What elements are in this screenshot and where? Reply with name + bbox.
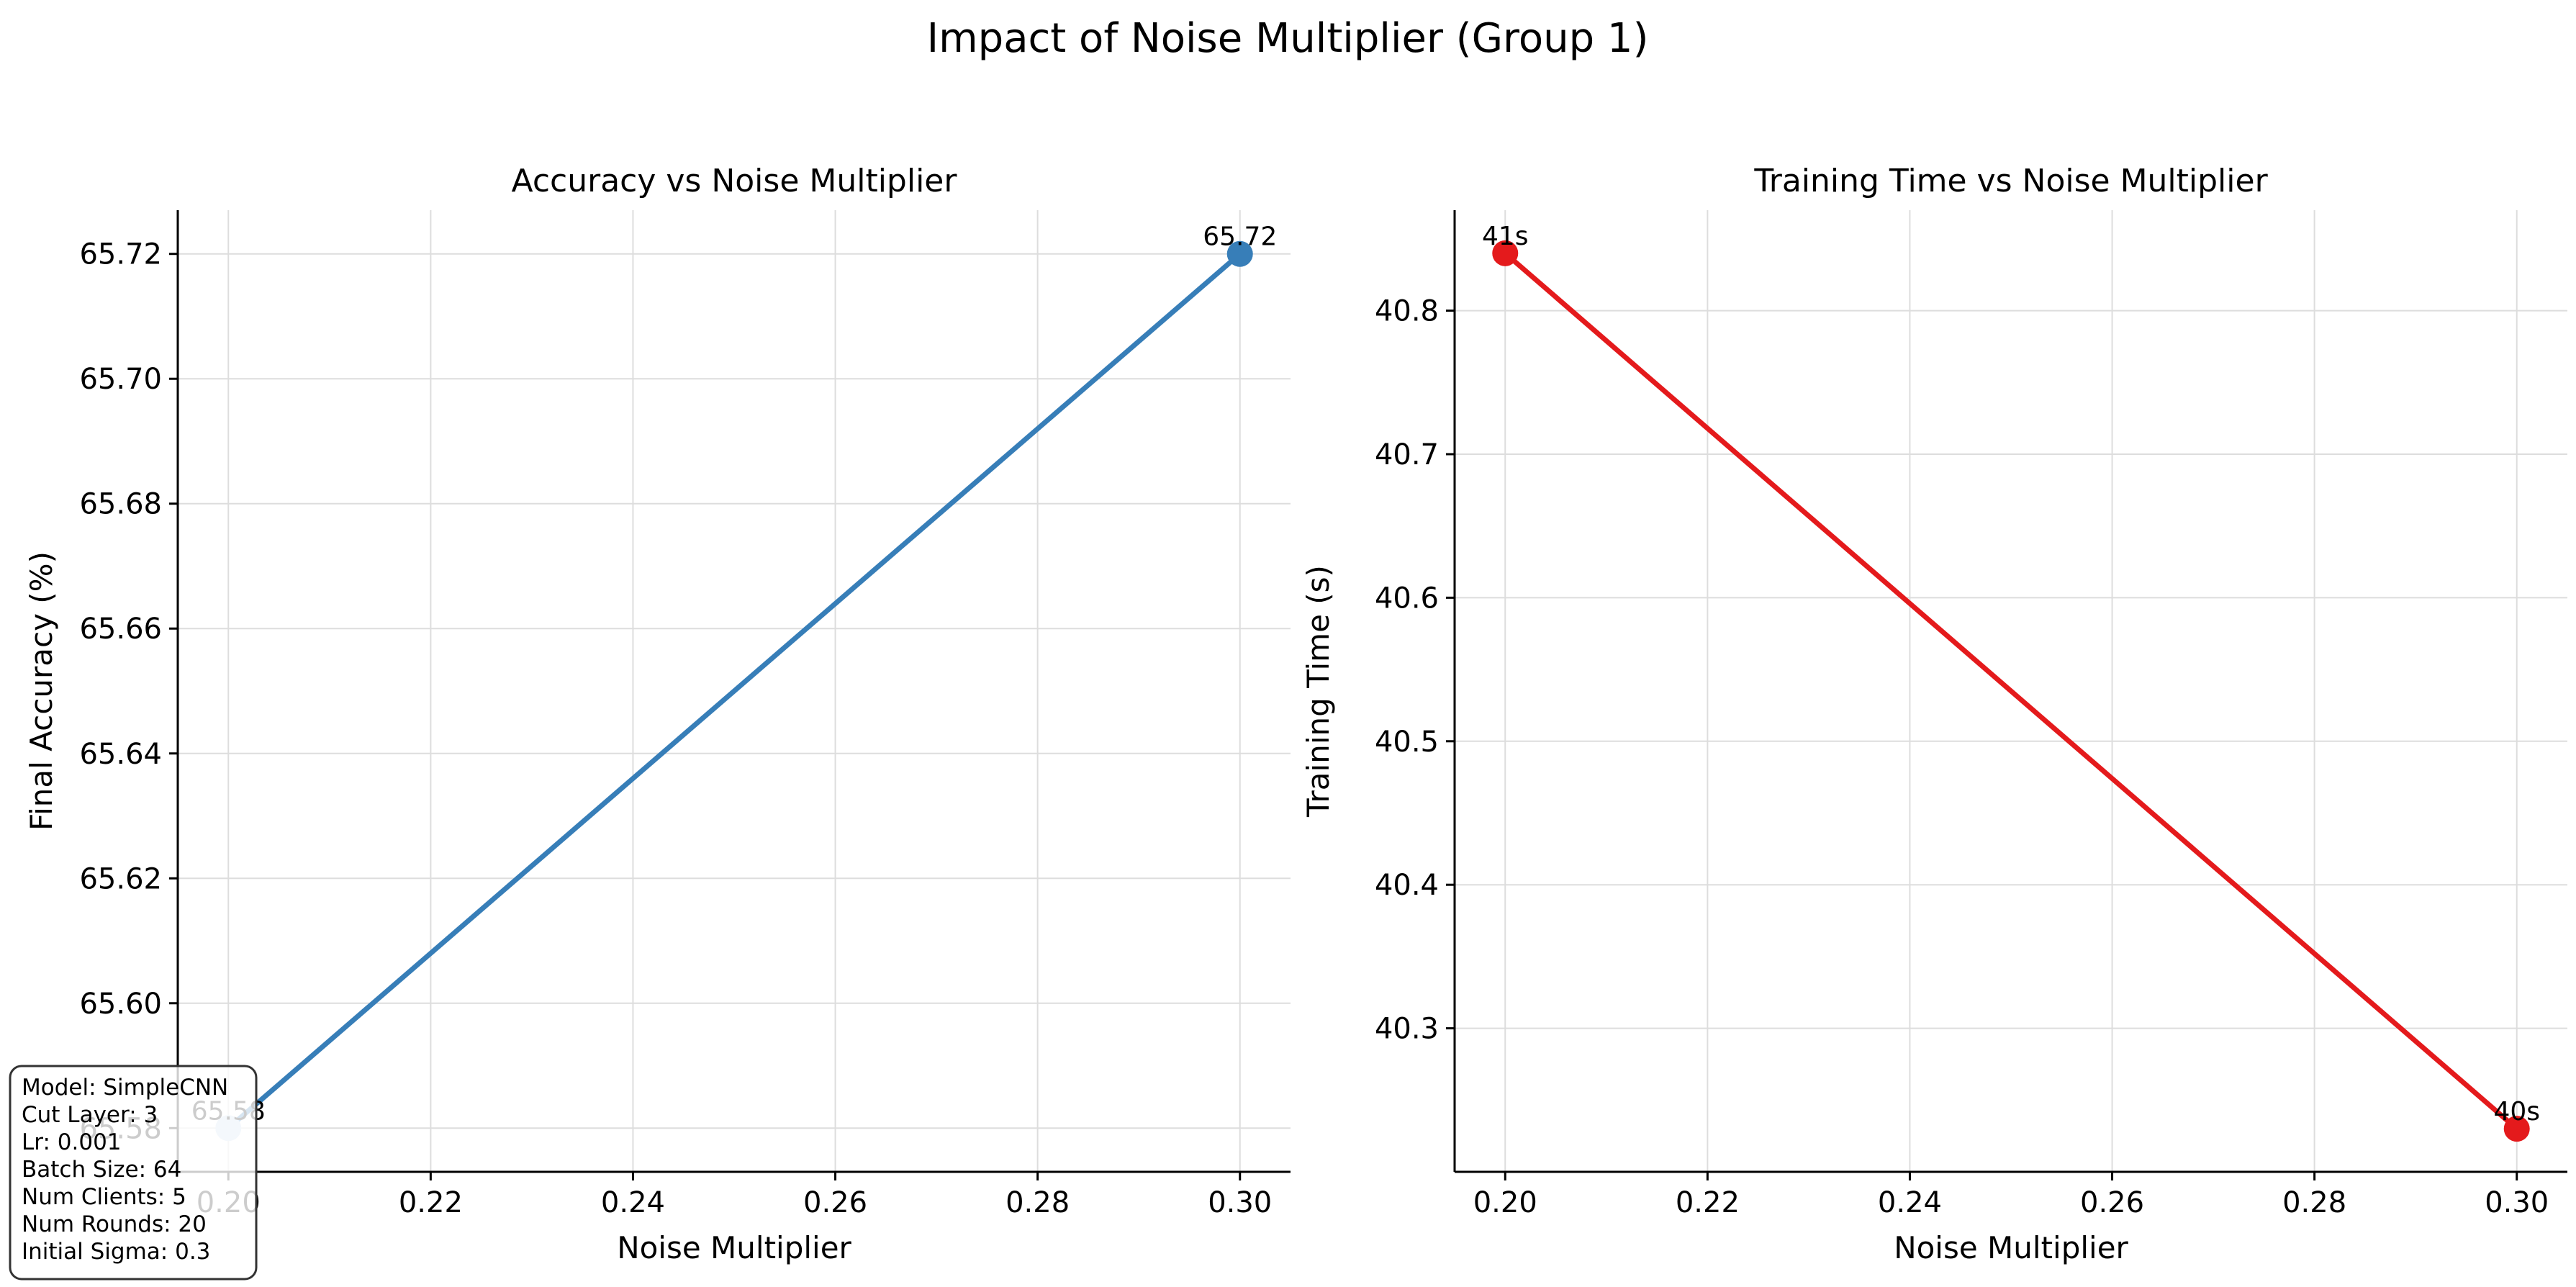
chart-1-y-axis-label: Training Time (s) <box>1301 565 1336 818</box>
chart-1-data-label-1: 40s <box>2493 1097 2540 1126</box>
chart-1-grid <box>1455 210 2567 1172</box>
chart-0-x-tick-label-4: 0.28 <box>1005 1186 1070 1219</box>
chart-0-x-axis-label: Noise Multiplier <box>617 1230 851 1265</box>
accuracy-chart: 0.200.220.240.260.280.3065.5865.6065.626… <box>24 163 1291 1265</box>
chart-1-x-tick-label-4: 0.28 <box>2282 1186 2346 1219</box>
training-time-chart: 0.20 0.22 0.24 0.26 0.28 0.30 40.3 40.4 40.5 40.6… <box>1301 163 2567 1265</box>
chart-0-title: Accuracy vs Noise Multiplier <box>512 163 958 199</box>
chart-1-point-1 <box>2503 1116 2530 1142</box>
chart-1-x-tick-label-0: 0.20 <box>1473 1186 1537 1219</box>
figure-title: Impact of Noise Multiplier (Group 1) <box>927 15 1649 62</box>
chart-1-x-tick-label-2: 0.24 <box>1878 1186 1942 1219</box>
info-line-cut-layer: Cut Layer: 3 <box>22 1102 158 1128</box>
chart-1-x-tick-label-1: 0.22 <box>1676 1186 1740 1219</box>
chart-1-x-tick-label-5: 0.30 <box>2485 1186 2549 1219</box>
chart-0-x-tick-label-1: 0.22 <box>399 1186 463 1219</box>
chart-1-y-tick-label-0: 40.3 <box>1375 1013 1439 1046</box>
chart-0-grid <box>178 210 1291 1172</box>
chart-0-y-tick-label-5: 65.68 <box>79 488 162 521</box>
chart-0-x-tick-label-2: 0.24 <box>601 1186 665 1219</box>
chart-0-y-tick-label-3: 65.64 <box>79 738 162 771</box>
chart-1-y-tick-label-3: 40.6 <box>1375 582 1439 615</box>
chart-1-y-tick-label-5: 40.8 <box>1375 295 1439 328</box>
chart-0-y-tick-label-6: 65.70 <box>79 363 162 396</box>
info-line-lr: Lr: 0.001 <box>22 1129 122 1155</box>
info-line-num-clients: Num Clients: 5 <box>22 1184 186 1210</box>
chart-0-y-tick-label-7: 65.72 <box>79 238 162 271</box>
chart-0-point-1 <box>1226 240 1253 267</box>
chart-0-x-tick-label-3: 0.26 <box>803 1186 867 1219</box>
chart-1-point-0 <box>1492 240 1519 266</box>
chart-1-y-tick-label-4: 40.7 <box>1375 438 1439 471</box>
chart-0-y-tick-label-4: 65.66 <box>79 613 162 646</box>
chart-1-series-line <box>1503 251 2519 1131</box>
chart-1-data-label-0: 41s <box>1482 222 1529 251</box>
chart-1-x-tick-label-3: 0.26 <box>2080 1186 2144 1219</box>
chart-0-series-line <box>226 252 1242 1130</box>
chart-1-y-tick-label-1: 40.4 <box>1375 869 1439 902</box>
chart-0-x-tick-label-5: 0.30 <box>1208 1186 1272 1219</box>
info-box-frame <box>9 1065 258 1281</box>
chart-0-data-label-1: 65.72 <box>1203 222 1277 252</box>
info-line-num-rounds: Num Rounds: 20 <box>22 1211 207 1237</box>
info-line-model: Model: SimpleCNN <box>22 1075 228 1101</box>
chart-0-y-tick-label-2: 65.62 <box>79 862 162 895</box>
chart-1-title: Training Time vs Noise Multiplier <box>1753 163 2268 199</box>
info-line-batch-size: Batch Size: 64 <box>22 1157 181 1183</box>
chart-1-y-tick-label-2: 40.5 <box>1375 726 1439 759</box>
chart-1-x-axis-label: Noise Multiplier <box>1894 1230 2128 1265</box>
chart-0-y-tick-label-1: 65.60 <box>79 988 162 1021</box>
info-box: Model: SimpleCNN Cut Layer: 3 Lr: 0.001 … <box>9 1065 258 1281</box>
info-line-initial-sigma: Initial Sigma: 0.3 <box>22 1239 210 1265</box>
chart-0-y-axis-label: Final Accuracy (%) <box>24 551 59 831</box>
